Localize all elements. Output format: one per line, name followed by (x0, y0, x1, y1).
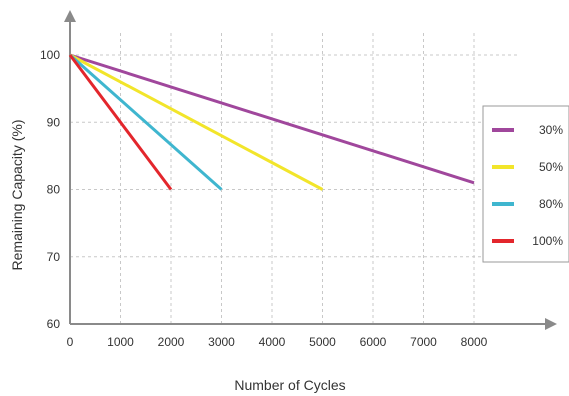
series-line-30pct (69, 53, 475, 185)
y-tick-label: 100 (40, 48, 60, 62)
y-axis-label: Remaining Capacity (%) (9, 120, 25, 271)
legend: 30% 50% 80% 100% (482, 105, 569, 263)
series-line-50pct (69, 53, 324, 191)
x-tick-label: 7000 (410, 335, 437, 349)
y-axis-arrow (64, 10, 76, 22)
y-tick-label: 80 (47, 183, 61, 197)
x-axis-arrow (545, 318, 557, 330)
series-line-80pct (69, 53, 223, 191)
series-group (68, 53, 475, 191)
x-tick-label: 8000 (461, 335, 488, 349)
x-tick-label: 3000 (208, 335, 235, 349)
legend-label: 30% (539, 123, 563, 137)
x-tick-label: 0 (67, 335, 74, 349)
legend-label: 50% (539, 160, 563, 174)
y-tick-label: 90 (47, 115, 61, 129)
x-tick-label: 1000 (107, 335, 134, 349)
series-line-100pct (68, 54, 173, 191)
legend-label: 100% (532, 234, 563, 248)
axes (64, 10, 557, 330)
y-tick-label: 60 (47, 317, 61, 331)
x-tick-label: 5000 (309, 335, 336, 349)
x-axis-label: Number of Cycles (234, 377, 345, 393)
legend-label: 80% (539, 197, 563, 211)
x-tick-label: 4000 (259, 335, 286, 349)
x-tick-label: 2000 (158, 335, 185, 349)
y-tick-label: 70 (47, 250, 61, 264)
x-tick-label: 6000 (360, 335, 387, 349)
tick-labels: 0 1000 2000 3000 4000 5000 6000 7000 8000 60 70 80 9… (40, 48, 488, 349)
